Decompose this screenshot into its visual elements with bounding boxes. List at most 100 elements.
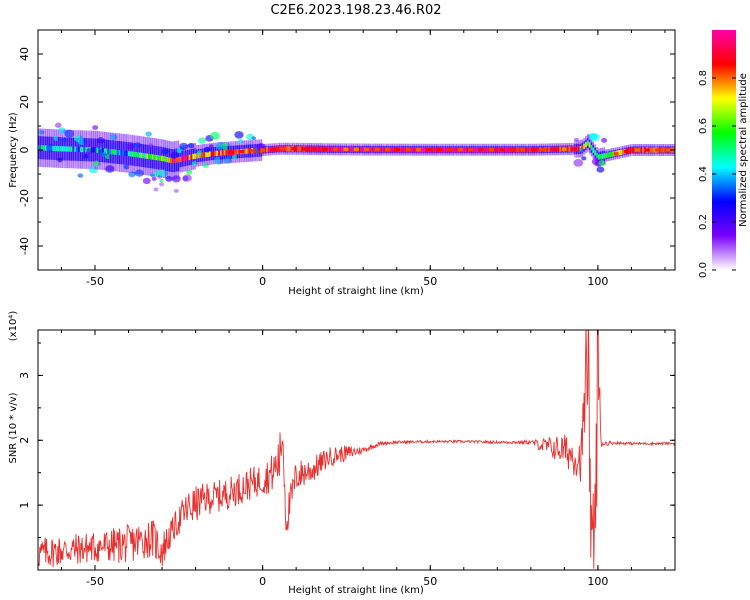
spectrogram-peak-segment — [530, 148, 536, 152]
spectrogram-ridge-cell — [247, 148, 250, 154]
spectrogram-ridge-cell — [155, 154, 158, 161]
spectrogram-ridge-cell — [496, 147, 499, 153]
spectrogram-ridge-cell — [185, 155, 187, 161]
spectrogram-ridge-cell — [559, 146, 561, 152]
spectrogram-ridge-cell — [487, 147, 490, 153]
spectrogram-speckle — [171, 175, 181, 183]
spectrogram-ridge-cell — [131, 151, 134, 157]
spectrogram-ridge-cell — [208, 151, 211, 157]
spectrogram-speckle — [142, 177, 151, 185]
spectrogram-ridge-cell — [633, 147, 635, 153]
snr-series-line — [38, 330, 675, 569]
spectrogram-ridge-cell — [476, 147, 478, 153]
spectrogram-ridge-cell — [55, 145, 58, 152]
spectrogram-ridge-cell — [151, 154, 154, 160]
spectrogram-peak-segment — [436, 148, 442, 152]
spectrogram-speckle — [179, 142, 189, 150]
spectrogram-ridge-cell — [54, 145, 56, 152]
spectrogram-ridge-cell — [413, 147, 416, 153]
spectrogram-marks — [38, 122, 675, 193]
spectrogram-ridge-cell — [609, 152, 611, 158]
spectrogram-ridge-cell — [138, 152, 141, 158]
spectrogram-ridge-cell — [516, 147, 519, 153]
spectrogram-x-tick-label: 50 — [423, 275, 437, 288]
spectrogram-ridge-cell — [588, 142, 591, 148]
spectrogram-ridge-cell — [203, 152, 206, 158]
spectrogram-ridge-cell — [124, 150, 126, 156]
spectrogram-ridge-cell — [598, 154, 600, 160]
spectrogram-ridge-cell — [267, 146, 270, 153]
spectrogram-ridge-cell — [402, 147, 405, 153]
spectrogram-ridge-cell — [518, 147, 521, 153]
snr-y-tick-label: 3 — [18, 372, 31, 379]
spectrogram-ridge-cell — [70, 146, 73, 152]
spectrogram-ridge-cell — [326, 146, 329, 152]
spectrogram-ridge-cell — [653, 147, 655, 153]
spectrogram-ridge-cell — [59, 146, 62, 152]
spectrogram-ridge-cell — [61, 146, 64, 152]
spectrogram-ridge-cell — [369, 146, 372, 153]
spectrogram-ridge-cell — [190, 154, 193, 160]
spectrogram-peak-segment — [384, 147, 390, 152]
spectrogram-ridge-cell — [197, 152, 200, 159]
snr-y-axis-label: SNR (10 * v/v) — [8, 392, 19, 463]
spectrogram-ridge-cell — [474, 147, 477, 153]
spectrogram-speckle — [234, 131, 244, 139]
spectrogram-ridge-cell — [592, 147, 595, 153]
spectrogram-speckle — [182, 174, 192, 182]
spectrogram-ridge-cell — [577, 146, 580, 152]
spectrogram-ridge-cell — [244, 148, 246, 154]
spectrogram-ridge-cell — [612, 151, 615, 157]
spectrogram-speckle — [159, 178, 164, 183]
spectrogram-ridge-cell — [590, 144, 593, 151]
spectrogram-peak-segment — [229, 150, 235, 155]
colorbar-tick-label: 0.0 — [698, 262, 709, 278]
spectrogram-ridge-cell — [400, 147, 403, 153]
spectrogram-ridge-cell — [81, 146, 84, 153]
spectrogram-ridge-cell — [622, 149, 624, 155]
spectrogram-ridge-cell — [126, 150, 128, 157]
spectrogram-peak-segment — [468, 148, 474, 152]
spectrogram-peak-segment — [499, 148, 505, 152]
spectrogram-speckle — [92, 125, 99, 130]
spectrogram-ridge-cell — [96, 147, 99, 153]
spectrogram-ridge-cell — [566, 146, 569, 152]
spectrogram-ridge-cell — [79, 146, 82, 153]
spectrogram-ridge-cell — [539, 146, 541, 153]
spectrogram-ridge-cell — [275, 146, 277, 152]
spectrogram-ridge-cell — [467, 147, 469, 153]
chart-title: C2E6.2023.198.23.46.R02 — [270, 3, 441, 18]
spectrogram-ridge-cell — [362, 146, 364, 153]
spectrogram-ridge-cell — [90, 147, 93, 153]
spectrogram-ridge-cell — [319, 146, 322, 152]
spectrogram-outlier — [173, 188, 179, 193]
spectrogram-ridge-cell — [210, 151, 213, 157]
spectrogram-speckle — [573, 137, 579, 142]
spectrogram-speckle — [145, 131, 152, 137]
spectrogram-speckle — [151, 176, 157, 181]
spectrogram-x-tick-label: -50 — [86, 275, 104, 288]
spectrogram-ridge-cell — [382, 146, 384, 153]
spectrogram-ridge-cell — [662, 147, 665, 153]
spectrogram-ridge-cell — [452, 147, 454, 153]
spectrogram-ridge-cell — [651, 147, 654, 153]
spectrogram-ridge-cell — [170, 157, 172, 164]
spectrogram-ridge-cell — [159, 155, 161, 161]
spectrogram-ridge-cell — [107, 148, 110, 155]
spectrogram-ridge-cell — [568, 146, 571, 152]
spectrogram-ridge-cell — [371, 146, 373, 153]
spectrogram-peak-segment — [561, 147, 567, 151]
spectrogram-peak-segment — [426, 148, 432, 152]
spectrogram-ridge-cell — [216, 150, 218, 156]
spectrogram-ridge-cell — [463, 147, 466, 153]
spectrogram-ridge-cell — [384, 146, 386, 153]
spectrogram-ridge-cell — [192, 153, 194, 160]
spectrogram-ridge-cell — [122, 150, 124, 156]
spectrogram-peak-segment — [374, 147, 380, 152]
spectrogram-ridge-cell — [52, 145, 54, 151]
colorbar-tick-label: 0.4 — [698, 166, 709, 182]
snr-x-axis-label: Height of straight line (km) — [288, 585, 424, 596]
spectrogram-ridge-cell — [640, 147, 643, 153]
spectrogram-ridge-cell — [411, 147, 414, 153]
